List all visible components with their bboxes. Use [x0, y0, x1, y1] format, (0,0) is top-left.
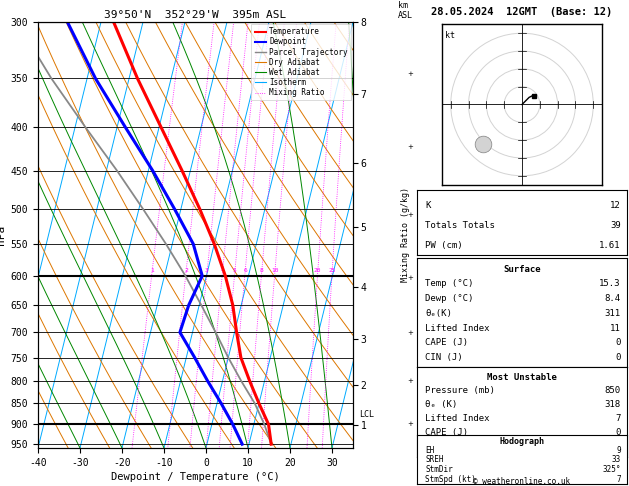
Text: 4: 4 [221, 268, 225, 273]
Text: +: + [407, 144, 413, 150]
Text: 1: 1 [150, 268, 154, 273]
Text: 8.4: 8.4 [604, 294, 621, 303]
Text: Hodograph: Hodograph [501, 458, 543, 467]
Text: 10: 10 [271, 268, 279, 273]
Text: +: + [407, 330, 413, 336]
Text: Pressure (mb): Pressure (mb) [425, 386, 495, 395]
Text: SREH: SREH [425, 455, 444, 465]
Text: 39: 39 [610, 221, 621, 230]
Text: θₑ(K): θₑ(K) [425, 309, 452, 318]
Text: K: K [425, 201, 431, 210]
Text: 311: 311 [604, 309, 621, 318]
Text: LCL: LCL [359, 410, 374, 418]
Text: 9: 9 [616, 446, 621, 455]
Text: 11: 11 [610, 324, 621, 333]
Text: Dewp (°C): Dewp (°C) [425, 294, 474, 303]
Text: 850: 850 [604, 386, 621, 395]
Text: CIN (J): CIN (J) [425, 443, 463, 451]
Y-axis label: Mixing Ratio (g/kg): Mixing Ratio (g/kg) [401, 188, 410, 282]
Text: CAPE (J): CAPE (J) [425, 338, 469, 347]
Text: EH: EH [425, 446, 435, 455]
Text: 33: 33 [611, 455, 621, 465]
Text: EH 9  SREH 33: EH 9 SREH 33 [425, 467, 481, 472]
Text: Temp (°C): Temp (°C) [425, 279, 474, 289]
Text: StmDir: StmDir [425, 465, 453, 474]
Text: Hodograph: Hodograph [499, 437, 545, 446]
Text: 5: 5 [233, 268, 237, 273]
Text: 325°: 325° [602, 465, 621, 474]
Text: StmSpd (kt): StmSpd (kt) [425, 475, 476, 484]
Text: 7: 7 [616, 475, 621, 484]
Text: +: + [407, 420, 413, 427]
Y-axis label: hPa: hPa [0, 225, 6, 245]
Text: km
ASL: km ASL [398, 0, 413, 20]
Text: 3: 3 [205, 268, 209, 273]
Text: 15.3: 15.3 [599, 279, 621, 289]
Text: +: + [407, 378, 413, 384]
Text: Totals Totals: Totals Totals [425, 221, 495, 230]
Text: 6: 6 [243, 268, 247, 273]
Text: 12: 12 [610, 201, 621, 210]
Text: 318: 318 [604, 400, 621, 409]
Text: 2: 2 [184, 268, 188, 273]
Text: CIN (J): CIN (J) [425, 353, 463, 362]
Text: Most Unstable: Most Unstable [487, 373, 557, 382]
Text: +: + [407, 71, 413, 77]
Text: 28.05.2024  12GMT  (Base: 12): 28.05.2024 12GMT (Base: 12) [431, 7, 613, 17]
Text: θₑ (K): θₑ (K) [425, 400, 458, 409]
Text: CAPE (J): CAPE (J) [425, 429, 469, 437]
Title: 39°50'N  352°29'W  395m ASL: 39°50'N 352°29'W 395m ASL [104, 10, 287, 20]
Text: 20: 20 [314, 268, 321, 273]
Text: +: + [407, 0, 413, 1]
Text: +: + [407, 212, 413, 218]
Text: Lifted Index: Lifted Index [425, 414, 490, 423]
Text: 0: 0 [615, 443, 621, 451]
Text: Surface: Surface [503, 265, 541, 274]
Text: 7: 7 [615, 414, 621, 423]
Text: Lifted Index: Lifted Index [425, 324, 490, 333]
Text: 0: 0 [615, 429, 621, 437]
Text: 1.61: 1.61 [599, 241, 621, 250]
Text: +: + [407, 275, 413, 281]
Legend: Temperature, Dewpoint, Parcel Trajectory, Dry Adiabat, Wet Adiabat, Isotherm, Mi: Temperature, Dewpoint, Parcel Trajectory… [252, 24, 351, 100]
Text: 0: 0 [615, 353, 621, 362]
Text: © weatheronline.co.uk: © weatheronline.co.uk [474, 477, 571, 486]
Text: kt: kt [445, 32, 455, 40]
X-axis label: Dewpoint / Temperature (°C): Dewpoint / Temperature (°C) [111, 472, 280, 482]
Text: PW (cm): PW (cm) [425, 241, 463, 250]
Text: 8: 8 [260, 268, 264, 273]
Text: 0: 0 [615, 338, 621, 347]
Text: 25: 25 [328, 268, 336, 273]
